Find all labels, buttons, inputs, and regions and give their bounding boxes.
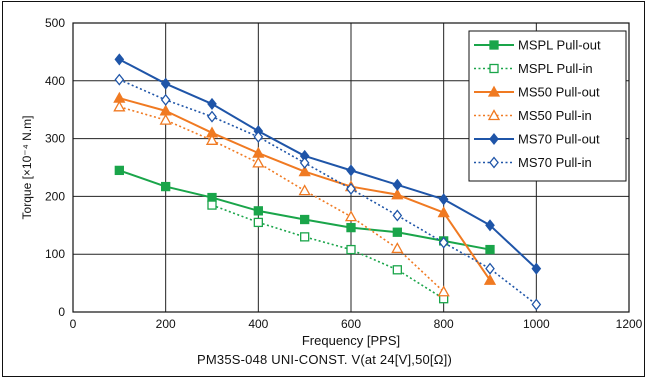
data-point: [159, 113, 172, 125]
data-point: [438, 236, 449, 249]
data-point: [485, 219, 495, 232]
legend-item: MSPL Pull-out: [474, 38, 601, 53]
legend-item: MS70 Pull-in: [474, 155, 592, 170]
legend-label: MS70 Pull-out: [518, 132, 600, 147]
data-point: [437, 285, 450, 297]
data-point: [299, 156, 310, 169]
data-point: [160, 93, 171, 106]
chart-caption: PM35S-048 UNI-CONST. V(at 24[V],50[Ω]): [196, 352, 452, 367]
series-6: [114, 73, 542, 311]
data-point: [207, 192, 217, 203]
data-point: [300, 214, 310, 225]
legend-marker: [489, 40, 499, 50]
y-axis-label: Torque [×10⁻⁴ N.m]: [20, 116, 34, 220]
data-point: [531, 298, 542, 311]
data-point: [392, 209, 403, 222]
plot-border: [72, 22, 630, 313]
data-point: [207, 110, 217, 123]
series-line: [119, 106, 445, 293]
data-point: [298, 165, 311, 177]
legend-marker: [489, 63, 499, 74]
x-tick-label: 0: [70, 317, 77, 331]
y-tick-label: 0: [58, 305, 65, 319]
y-tick-label: 500: [45, 16, 65, 30]
x-tick-label: 200: [156, 317, 176, 331]
data-point: [161, 181, 171, 192]
data-point: [300, 232, 310, 242]
legend-item: MS50 Pull-out: [474, 85, 600, 100]
y-tick-label: 300: [45, 132, 65, 146]
data-point: [114, 53, 125, 66]
legend: MSPL Pull-out MSPL Pull-in MS50 Pull-out MS…: [468, 30, 627, 182]
data-point: [298, 184, 311, 196]
legend-label: MS70 Pull-in: [518, 155, 592, 170]
series-1: [114, 165, 495, 255]
data-point: [485, 244, 495, 255]
legend-box: [468, 30, 627, 182]
data-point: [438, 193, 449, 206]
legend-item: MS50 Pull-in: [474, 108, 592, 123]
data-point: [485, 262, 495, 275]
data-point: [392, 227, 402, 237]
y-tick-label: 400: [45, 74, 65, 88]
data-point: [346, 164, 356, 177]
data-point: [114, 73, 125, 86]
x-tick-label: 1200: [616, 317, 643, 331]
x-tick-label: 1000: [523, 317, 550, 331]
series-2: [207, 200, 449, 304]
legend-marker: [487, 85, 501, 97]
data-point: [346, 222, 356, 233]
data-point: [346, 182, 356, 195]
legend-label: MS50 Pull-in: [518, 108, 592, 123]
data-point: [114, 165, 124, 176]
legend-marker: [489, 132, 499, 146]
data-point: [392, 178, 403, 191]
data-point: [483, 273, 497, 285]
series-line: [118, 58, 538, 270]
legend-marker: [489, 156, 499, 169]
x-tick-label: 800: [434, 317, 454, 331]
x-tick-label: 600: [341, 317, 361, 331]
y-tick-label: 100: [45, 247, 65, 261]
data-point: [392, 265, 402, 275]
data-point: [391, 188, 404, 200]
series-line: [119, 78, 537, 306]
data-point: [253, 130, 264, 143]
series-line: [211, 204, 445, 300]
data-point: [391, 242, 404, 254]
legend-label: MSPL Pull-in: [518, 61, 593, 76]
data-point: [531, 262, 542, 275]
legend-item: MS70 Pull-out: [474, 132, 600, 147]
legend-item: MSPL Pull-in: [474, 61, 593, 76]
data-point: [346, 244, 356, 255]
legend-label: MS50 Pull-out: [518, 85, 600, 100]
legend-label: MSPL Pull-out: [518, 38, 601, 53]
x-axis-label: Frequency [PPS]: [302, 333, 400, 348]
data-point: [113, 100, 126, 112]
data-point: [205, 133, 219, 145]
data-point: [437, 206, 450, 218]
data-point: [344, 210, 358, 222]
data-point: [253, 206, 263, 216]
data-point: [253, 217, 263, 228]
data-point: [160, 77, 171, 90]
data-point: [252, 156, 265, 168]
x-tick-label: 400: [248, 317, 268, 331]
series-4: [113, 100, 450, 297]
legend-marker: [487, 109, 501, 121]
data-point: [207, 97, 217, 110]
y-tick-label: 200: [45, 189, 65, 203]
data-point: [207, 200, 217, 210]
